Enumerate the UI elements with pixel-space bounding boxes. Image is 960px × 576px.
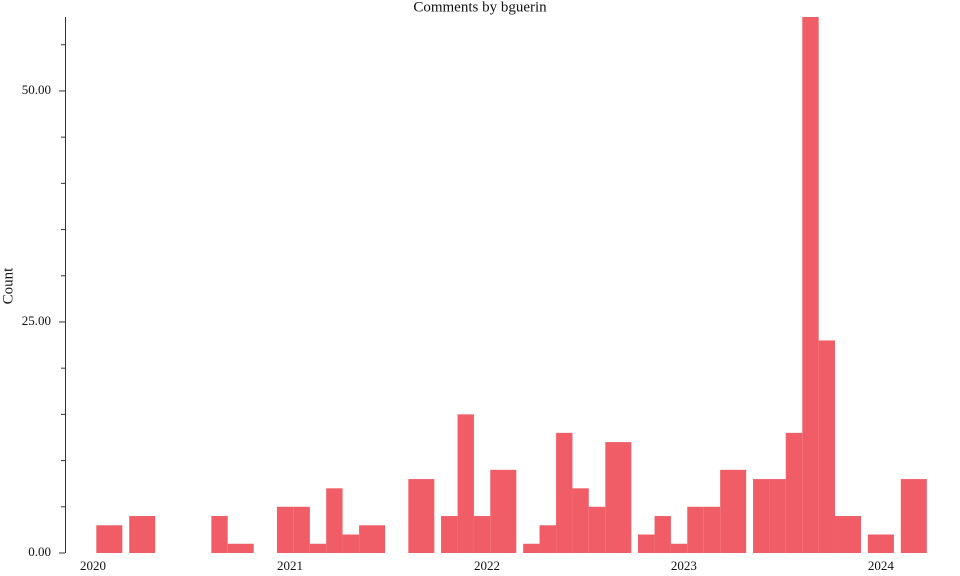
bar (572, 488, 589, 553)
x-tick-label: 2021 (277, 558, 303, 573)
bar (753, 479, 770, 553)
bar (441, 516, 458, 553)
bar (556, 432, 573, 553)
bar (720, 469, 747, 553)
bar (670, 543, 688, 553)
x-tick-label: 2023 (671, 558, 697, 573)
bar (359, 525, 386, 553)
bar (96, 525, 123, 553)
bar (687, 506, 704, 553)
bar (473, 516, 491, 553)
bar (835, 516, 862, 553)
bar (769, 479, 786, 553)
y-tick-label: 50.00 (22, 82, 51, 97)
bar (867, 534, 894, 553)
x-tick-label: 2022 (474, 558, 500, 573)
bar (802, 17, 819, 553)
y-axis-label: Count (0, 267, 16, 305)
bar (490, 469, 517, 553)
bar (227, 543, 254, 553)
y-tick-label: 25.00 (22, 313, 51, 328)
bar (703, 506, 721, 553)
bar (900, 479, 927, 553)
bar (785, 432, 803, 553)
bar (293, 506, 310, 553)
bar (408, 479, 435, 553)
chart-title: Comments by bguerin (413, 0, 547, 15)
bar (326, 488, 343, 553)
bar (276, 506, 294, 553)
bar (457, 414, 474, 553)
y-tick-label: 0.00 (28, 544, 51, 559)
bar (309, 543, 327, 553)
bar (638, 534, 655, 553)
bar (818, 340, 836, 553)
bar (342, 534, 360, 553)
x-tick-label: 2020 (80, 558, 106, 573)
bar (523, 543, 540, 553)
bar (211, 516, 228, 553)
bar (539, 525, 557, 553)
bar (605, 442, 632, 553)
bar (654, 516, 671, 553)
bar (129, 516, 156, 553)
bar (588, 506, 606, 553)
x-tick-label: 2024 (868, 558, 895, 573)
